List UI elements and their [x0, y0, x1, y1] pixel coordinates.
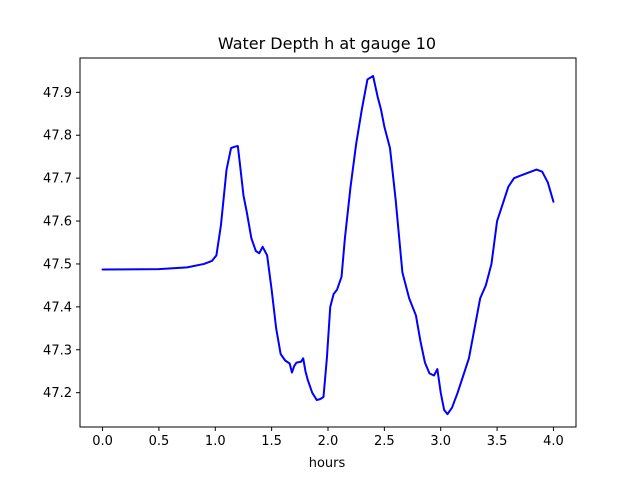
y-tick-label: 47.3	[43, 343, 72, 358]
x-tick-label: 2.5	[374, 434, 395, 449]
y-tick-label: 47.8	[43, 129, 72, 144]
series-line-0	[101, 75, 555, 416]
y-tick-label: 47.7	[43, 172, 72, 187]
x-tick-label: 0.0	[92, 434, 113, 449]
x-tick-label: 3.5	[487, 434, 508, 449]
x-tick-label: 1.5	[261, 434, 282, 449]
axes: 0.0 0.5 1.0 1.5 2.0 2.5 3.0 3.5 4.0 47.2 47.3 47.4 4…	[43, 57, 577, 449]
x-tick-label: 2.0	[318, 434, 339, 449]
x-tick-label: 0.5	[149, 434, 170, 449]
x-tick-label: 4.0	[543, 434, 564, 449]
x-axis-label: hours	[309, 456, 346, 471]
chart-title: Water Depth h at gauge 10	[218, 34, 436, 53]
plot-area	[101, 75, 555, 416]
y-tick-label: 47.5	[43, 257, 72, 272]
y-tick-label: 47.6	[43, 215, 72, 230]
y-tick-label: 47.4	[43, 300, 72, 315]
y-tick-label: 47.2	[43, 386, 72, 401]
y-tick-label: 47.9	[43, 86, 72, 101]
x-tick-label: 3.0	[430, 434, 451, 449]
x-tick-label: 1.0	[205, 434, 226, 449]
